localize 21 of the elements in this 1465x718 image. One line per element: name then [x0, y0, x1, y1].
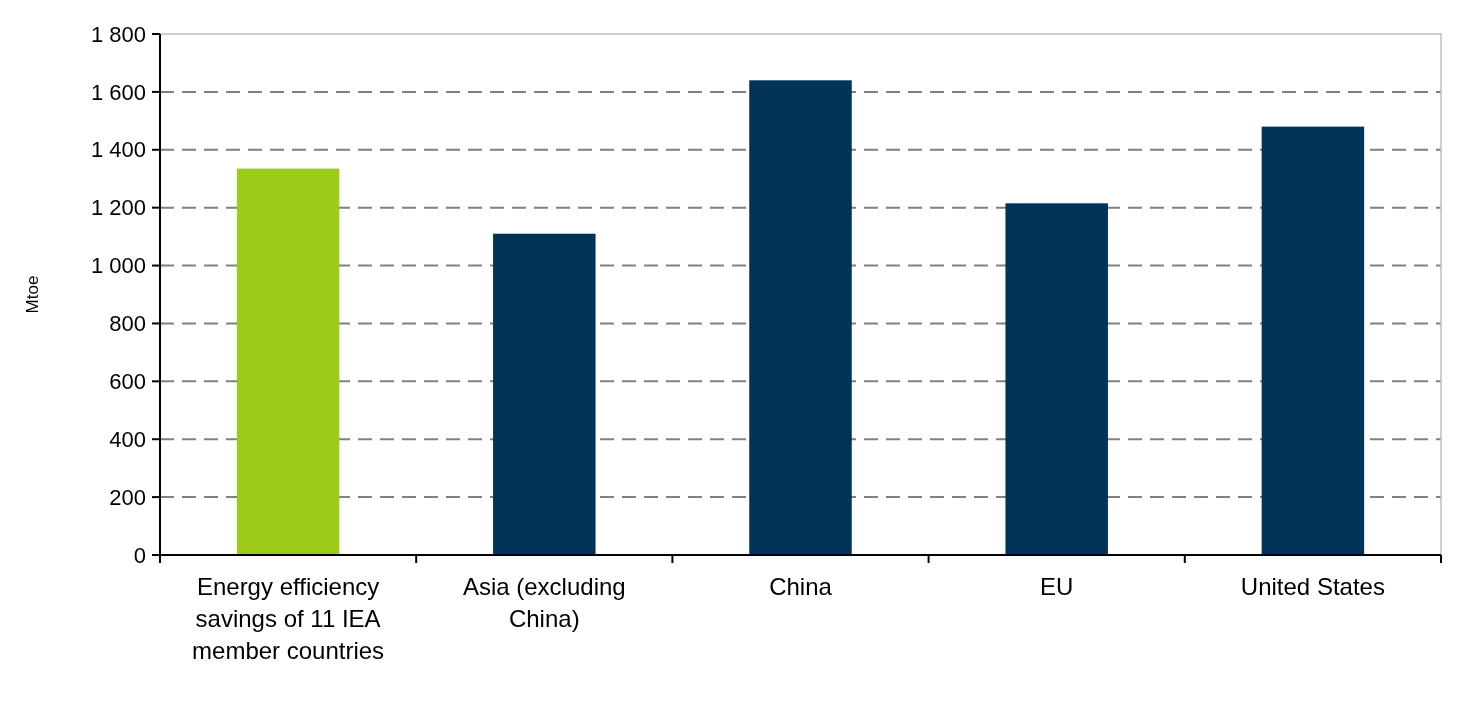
y-tick-label: 1 200 [90, 195, 146, 221]
y-tick-label: 1 800 [90, 21, 146, 47]
y-tick-label: 1 600 [90, 79, 146, 105]
x-tick-label: United States [1240, 573, 1385, 600]
bar [236, 168, 340, 555]
bar [1261, 126, 1365, 555]
y-tick-label: 1 000 [90, 253, 146, 279]
bar [1005, 203, 1108, 555]
y-tick-label: 400 [109, 426, 146, 452]
y-tick-label: 600 [109, 369, 146, 395]
y-tick-label: 0 [133, 542, 146, 568]
x-tick-label: Energy efficiency savings of 11 IEA member countries [192, 573, 385, 664]
x-tick-label: Asia (excluding China) [462, 573, 626, 632]
bar [493, 233, 596, 555]
y-tick-label: 1 400 [90, 137, 146, 163]
y-tick-label: 200 [109, 484, 146, 510]
y-axis-title: Mtoe [23, 275, 42, 314]
x-tick-label: China [769, 573, 833, 600]
x-tick-label: EU [1040, 573, 1074, 600]
bar [749, 80, 852, 555]
y-tick-label: 800 [109, 311, 146, 337]
